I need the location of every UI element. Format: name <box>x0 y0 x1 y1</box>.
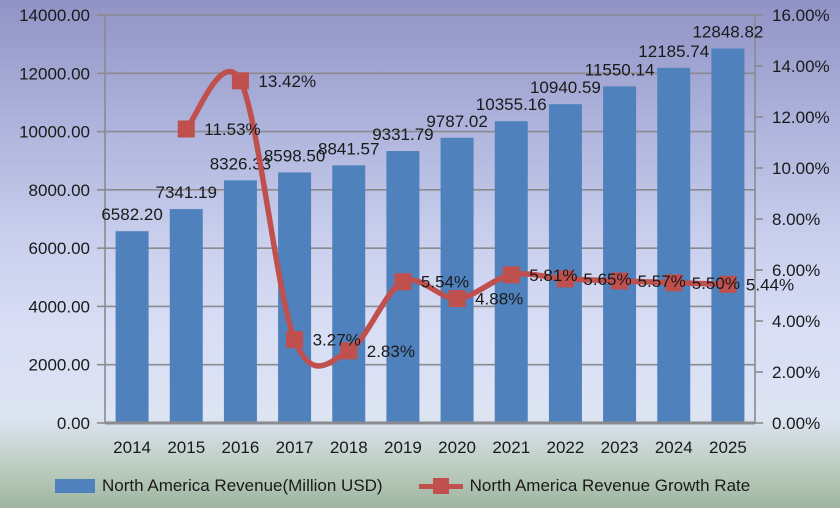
bar-label: 6582.20 <box>101 205 162 224</box>
x-axis-label: 2016 <box>222 438 260 457</box>
x-axis-label: 2015 <box>167 438 205 457</box>
growth-marker-2023 <box>611 272 629 290</box>
x-axis-label: 2017 <box>276 438 314 457</box>
growth-marker-2019 <box>394 273 412 291</box>
right-axis-label: 8.00% <box>772 210 820 229</box>
x-axis-label: 2025 <box>709 438 747 457</box>
growth-marker-2016 <box>231 72 249 90</box>
left-axis-label: 12000.00 <box>19 64 90 83</box>
growth-label: 5.54% <box>421 273 469 292</box>
x-axis-label: 2021 <box>492 438 530 457</box>
legend-item-growth: North America Revenue Growth Rate <box>418 476 751 496</box>
revenue-swatch-icon <box>55 479 95 493</box>
right-axis-label: 4.00% <box>772 312 820 331</box>
left-axis-label: 0.00 <box>57 414 90 433</box>
growth-label: 2.83% <box>367 342 415 361</box>
bar-2020 <box>440 137 474 424</box>
bar-label: 8841.57 <box>318 139 379 158</box>
growth-label: 5.44% <box>746 275 794 294</box>
growth-label: 13.42% <box>258 72 316 91</box>
right-axis-label: 0.00% <box>772 414 820 433</box>
bar-2018 <box>332 165 366 423</box>
bar-2015 <box>169 209 203 423</box>
left-axis-label: 6000.00 <box>29 239 90 258</box>
x-axis-label: 2018 <box>330 438 368 457</box>
bar-2023 <box>603 86 637 423</box>
bar-label: 9787.02 <box>426 112 487 131</box>
bar-2022 <box>548 104 582 424</box>
growth-marker-2022 <box>556 270 574 288</box>
bar-label: 11550.14 <box>585 60 655 79</box>
legend-label-growth: North America Revenue Growth Rate <box>469 476 751 495</box>
bar-label: 9331.79 <box>372 125 433 144</box>
right-axis-label: 10.00% <box>772 159 830 178</box>
right-axis-label: 14.00% <box>772 57 830 76</box>
left-axis-label: 14000.00 <box>19 6 90 25</box>
right-axis-label: 16.00% <box>772 6 830 25</box>
growth-marker-2020 <box>448 290 466 308</box>
growth-label: 4.88% <box>475 290 523 309</box>
bar-label: 12848.82 <box>692 23 763 42</box>
legend-item-revenue: North America Revenue(Million USD) <box>55 476 383 496</box>
growth-marker-2018 <box>340 342 358 360</box>
right-axis-label: 6.00% <box>772 261 820 280</box>
left-axis-label: 4000.00 <box>29 297 90 316</box>
growth-label: 3.27% <box>313 331 361 350</box>
growth-marker-2021 <box>502 266 520 284</box>
growth-marker-2025 <box>719 275 737 293</box>
growth-label: 5.50% <box>692 274 740 293</box>
bar-2025 <box>711 48 745 423</box>
bar-2016 <box>223 180 257 423</box>
bar-label: 12185.74 <box>638 42 709 61</box>
right-axis-label: 2.00% <box>772 363 820 382</box>
left-axis-label: 2000.00 <box>29 356 90 375</box>
growth-label: 5.57% <box>638 272 686 291</box>
bar-label: 8326.33 <box>210 154 271 173</box>
x-axis-label: 2024 <box>655 438 693 457</box>
bar-label: 7341.19 <box>156 183 217 202</box>
x-axis-label: 2022 <box>547 438 585 457</box>
growth-label: 11.53% <box>204 120 260 139</box>
growth-marker-2015 <box>177 120 195 138</box>
x-axis-label: 2014 <box>113 438 151 457</box>
growth-line-marker-icon <box>418 477 463 495</box>
growth-marker-2024 <box>665 274 683 292</box>
bar-label: 10355.16 <box>476 95 547 114</box>
left-axis-label: 8000.00 <box>29 181 90 200</box>
growth-label: 5.81% <box>529 266 577 285</box>
bar-2024 <box>657 67 691 424</box>
right-axis-label: 12.00% <box>772 108 830 127</box>
growth-label: 5.65% <box>583 270 631 289</box>
x-axis-label: 2019 <box>384 438 422 457</box>
legend: North America Revenue(Million USD) North… <box>0 470 840 502</box>
x-axis-label: 2023 <box>601 438 639 457</box>
left-axis-label: 10000.00 <box>19 123 90 142</box>
legend-label-revenue: North America Revenue(Million USD) <box>102 476 383 495</box>
bar-label: 8598.50 <box>264 146 325 165</box>
x-axis-label: 2020 <box>438 438 476 457</box>
bar-2014 <box>115 231 149 423</box>
bar-label: 10940.59 <box>530 78 601 97</box>
growth-marker-2017 <box>286 331 304 349</box>
